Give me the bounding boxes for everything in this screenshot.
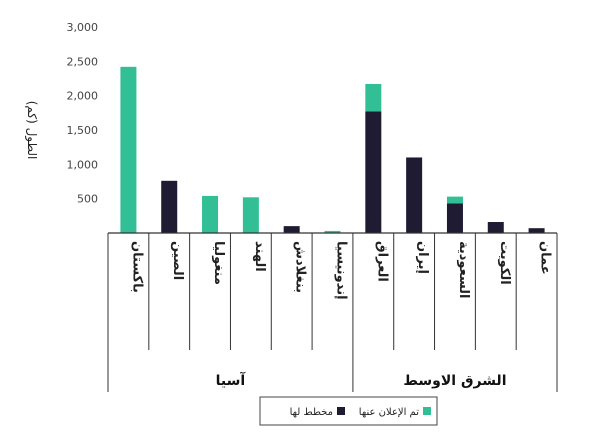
bar-planned: [487, 222, 504, 233]
category-label: الكويت: [497, 241, 512, 285]
y-tick-label: 500: [77, 193, 98, 206]
bar-planned: [406, 157, 423, 233]
y-tick-label: 3,000: [67, 21, 99, 34]
y-tick-label: 2,000: [67, 90, 99, 103]
group-label: آسيا: [216, 371, 247, 389]
bar-planned: [283, 226, 300, 233]
bar-planned: [161, 180, 178, 233]
category-label: منغوليا: [211, 241, 226, 285]
category-label: الصين: [170, 241, 185, 280]
bar-announced: [324, 230, 341, 233]
category-label: العراق: [374, 241, 389, 282]
group-label: الشرق الاوسط: [403, 373, 506, 389]
category-label: بنغلادش: [293, 241, 308, 293]
legend-label-announced: تم الإعلان عنها: [359, 407, 419, 418]
category-label: عمان: [538, 241, 553, 275]
legend-swatch-announced: [423, 407, 431, 415]
y-tick-label: 1,000: [67, 158, 99, 171]
bar-planned: [365, 111, 382, 233]
bar-planned: [528, 228, 545, 233]
bar-announced: [202, 195, 219, 233]
category-label: السعودية: [456, 241, 471, 299]
y-tick-label: 1,500: [67, 124, 99, 137]
category-label: إيران: [415, 241, 430, 274]
legend-label-planned: مخطط لها: [290, 407, 333, 418]
category-label: باكستان: [129, 241, 144, 293]
legend-swatch-planned: [337, 407, 345, 415]
bar-announced: [446, 196, 463, 204]
y-axis-label: الطول (كم): [24, 101, 39, 160]
legend-box: [259, 396, 438, 426]
y-tick-label: 2,500: [67, 55, 99, 68]
category-label: إندونيسيا: [334, 241, 349, 300]
bar-announced: [365, 83, 382, 112]
bar-planned: [446, 203, 463, 233]
legend: تم الإعلان عنها مخطط لها: [259, 396, 438, 426]
category-label: الهند: [252, 241, 267, 272]
bar-announced: [120, 66, 137, 234]
bar-announced: [242, 197, 259, 233]
